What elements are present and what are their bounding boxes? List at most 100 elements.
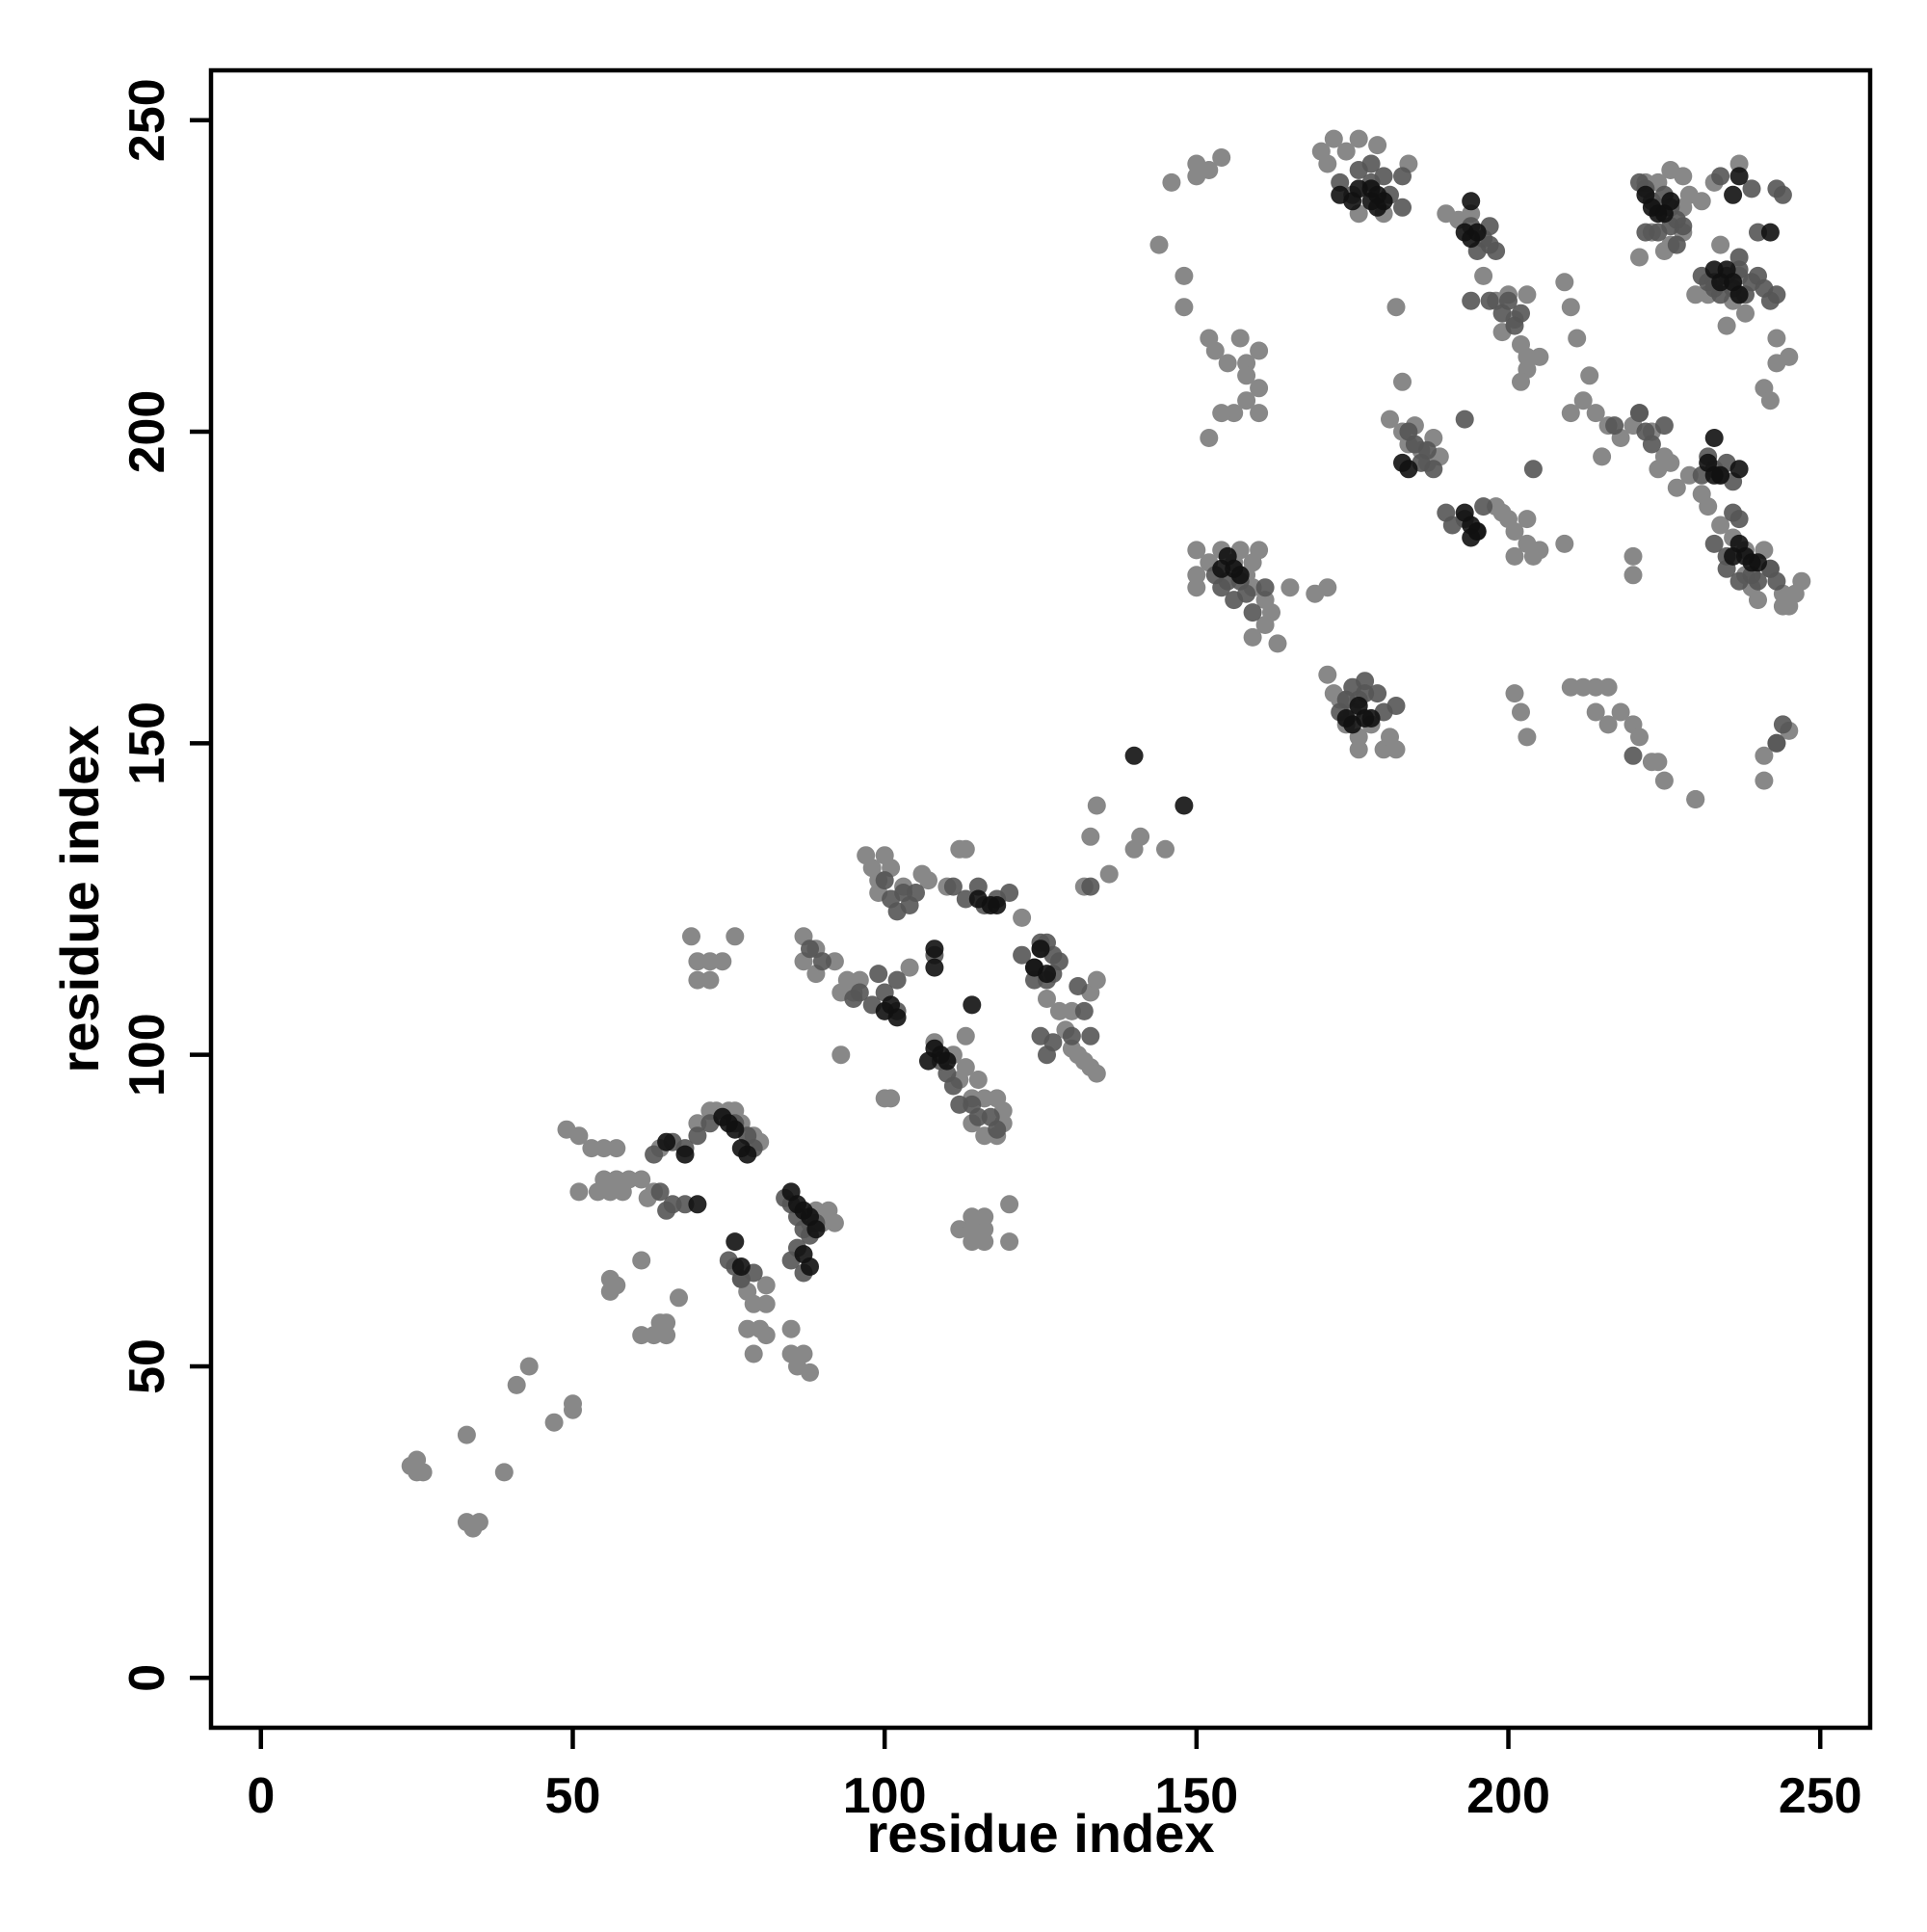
data-point-mid xyxy=(1642,435,1661,454)
points-layer xyxy=(401,129,1811,1538)
data-point-light xyxy=(825,952,844,971)
data-point-light xyxy=(1225,404,1244,423)
data-point-light xyxy=(1081,827,1100,846)
x-tick-label: 50 xyxy=(545,1768,601,1824)
data-point-mid xyxy=(1623,746,1643,765)
data-point-light xyxy=(1555,534,1574,553)
data-point-dark xyxy=(925,958,944,977)
data-point-light xyxy=(1711,516,1730,535)
data-point-dark xyxy=(719,1114,738,1133)
data-point-dark xyxy=(1724,185,1743,204)
data-point-light xyxy=(1280,578,1300,597)
data-point-light xyxy=(1381,410,1399,429)
data-point-light xyxy=(1711,235,1730,254)
data-point-dark xyxy=(675,1145,695,1164)
data-point-mid xyxy=(1243,603,1262,622)
data-point-light xyxy=(975,1232,994,1252)
data-point-light xyxy=(988,1089,1007,1108)
data-point-light xyxy=(744,1294,763,1313)
data-point-light xyxy=(1518,510,1537,529)
x-axis-title: residue index xyxy=(866,1803,1214,1864)
data-point-mid xyxy=(1038,1045,1056,1065)
data-point-light xyxy=(1187,578,1206,597)
data-point-mid xyxy=(650,1182,670,1202)
data-point-light xyxy=(469,1513,488,1532)
data-point-mid xyxy=(988,1120,1007,1139)
data-point-light xyxy=(1200,161,1219,179)
data-point-light xyxy=(1013,908,1032,927)
data-point-mid xyxy=(1674,217,1693,236)
y-tick-label: 150 xyxy=(119,701,175,785)
data-point-mid xyxy=(943,877,963,896)
data-point-mid xyxy=(1523,460,1543,479)
data-point-light xyxy=(1230,329,1250,348)
data-point-light xyxy=(1611,702,1630,722)
data-point-light xyxy=(738,1319,757,1338)
data-point-light xyxy=(670,1288,688,1308)
data-point-mid xyxy=(1654,416,1674,436)
y-axis-title: residue index xyxy=(49,725,110,1072)
data-point-light xyxy=(1087,1064,1106,1083)
data-point-light xyxy=(756,1276,776,1295)
data-point-light xyxy=(1000,1232,1019,1252)
data-point-dark xyxy=(731,1257,751,1276)
data-point-dark xyxy=(1462,192,1481,211)
data-point-light xyxy=(1523,546,1543,566)
data-point-light xyxy=(1386,740,1406,759)
data-point-light xyxy=(607,1276,626,1295)
data-point-light xyxy=(1767,329,1786,348)
data-point-mid xyxy=(801,940,819,959)
data-point-light xyxy=(682,927,700,946)
data-point-light xyxy=(1474,266,1493,285)
data-point-light xyxy=(688,952,707,971)
data-point-dark xyxy=(1760,223,1780,242)
data-point-light xyxy=(1573,677,1593,697)
data-point-light xyxy=(1593,447,1612,466)
data-point-mid xyxy=(869,965,888,984)
y-tick-label: 0 xyxy=(119,1664,175,1692)
data-point-light xyxy=(1736,304,1755,323)
data-point-light xyxy=(1386,298,1406,317)
data-point-light xyxy=(569,1126,589,1146)
data-point-dark xyxy=(1729,285,1749,304)
data-point-light xyxy=(1492,503,1512,522)
data-point-light xyxy=(956,839,975,859)
data-point-light xyxy=(1212,148,1231,167)
data-point-light xyxy=(1250,404,1269,423)
data-point-light xyxy=(1649,753,1668,772)
data-point-light xyxy=(494,1463,514,1482)
data-point-light xyxy=(688,970,707,990)
data-point-mid xyxy=(850,983,869,1002)
data-point-light xyxy=(1674,167,1693,186)
data-point-light xyxy=(1717,316,1736,335)
data-point-light xyxy=(1580,366,1599,385)
data-point-light xyxy=(1780,596,1799,616)
data-point-dark xyxy=(1711,465,1730,485)
data-point-dark xyxy=(925,940,944,959)
data-point-mid xyxy=(645,1145,664,1164)
data-point-light xyxy=(1038,990,1056,1008)
data-point-mid xyxy=(1729,510,1749,529)
data-point-dark xyxy=(1729,460,1749,479)
data-point-dark xyxy=(1729,167,1749,186)
data-point-mid xyxy=(943,1076,963,1096)
data-point-mid xyxy=(1424,460,1443,479)
data-point-light xyxy=(1349,129,1368,148)
data-point-light xyxy=(1518,285,1537,304)
data-point-light xyxy=(657,1326,676,1345)
data-point-light xyxy=(726,927,745,946)
data-point-mid xyxy=(1417,440,1437,460)
data-point-dark xyxy=(1462,528,1481,547)
y-tick-label: 200 xyxy=(119,390,175,474)
data-point-light xyxy=(1318,665,1337,684)
data-point-dark xyxy=(1031,940,1050,959)
data-point-light xyxy=(900,958,919,977)
data-point-mid xyxy=(1704,534,1724,553)
data-point-light xyxy=(1667,478,1686,497)
y-tick-label: 250 xyxy=(119,78,175,162)
data-point-dark xyxy=(1175,796,1194,815)
data-point-light xyxy=(1000,1195,1019,1214)
x-tick-label: 200 xyxy=(1466,1768,1550,1824)
